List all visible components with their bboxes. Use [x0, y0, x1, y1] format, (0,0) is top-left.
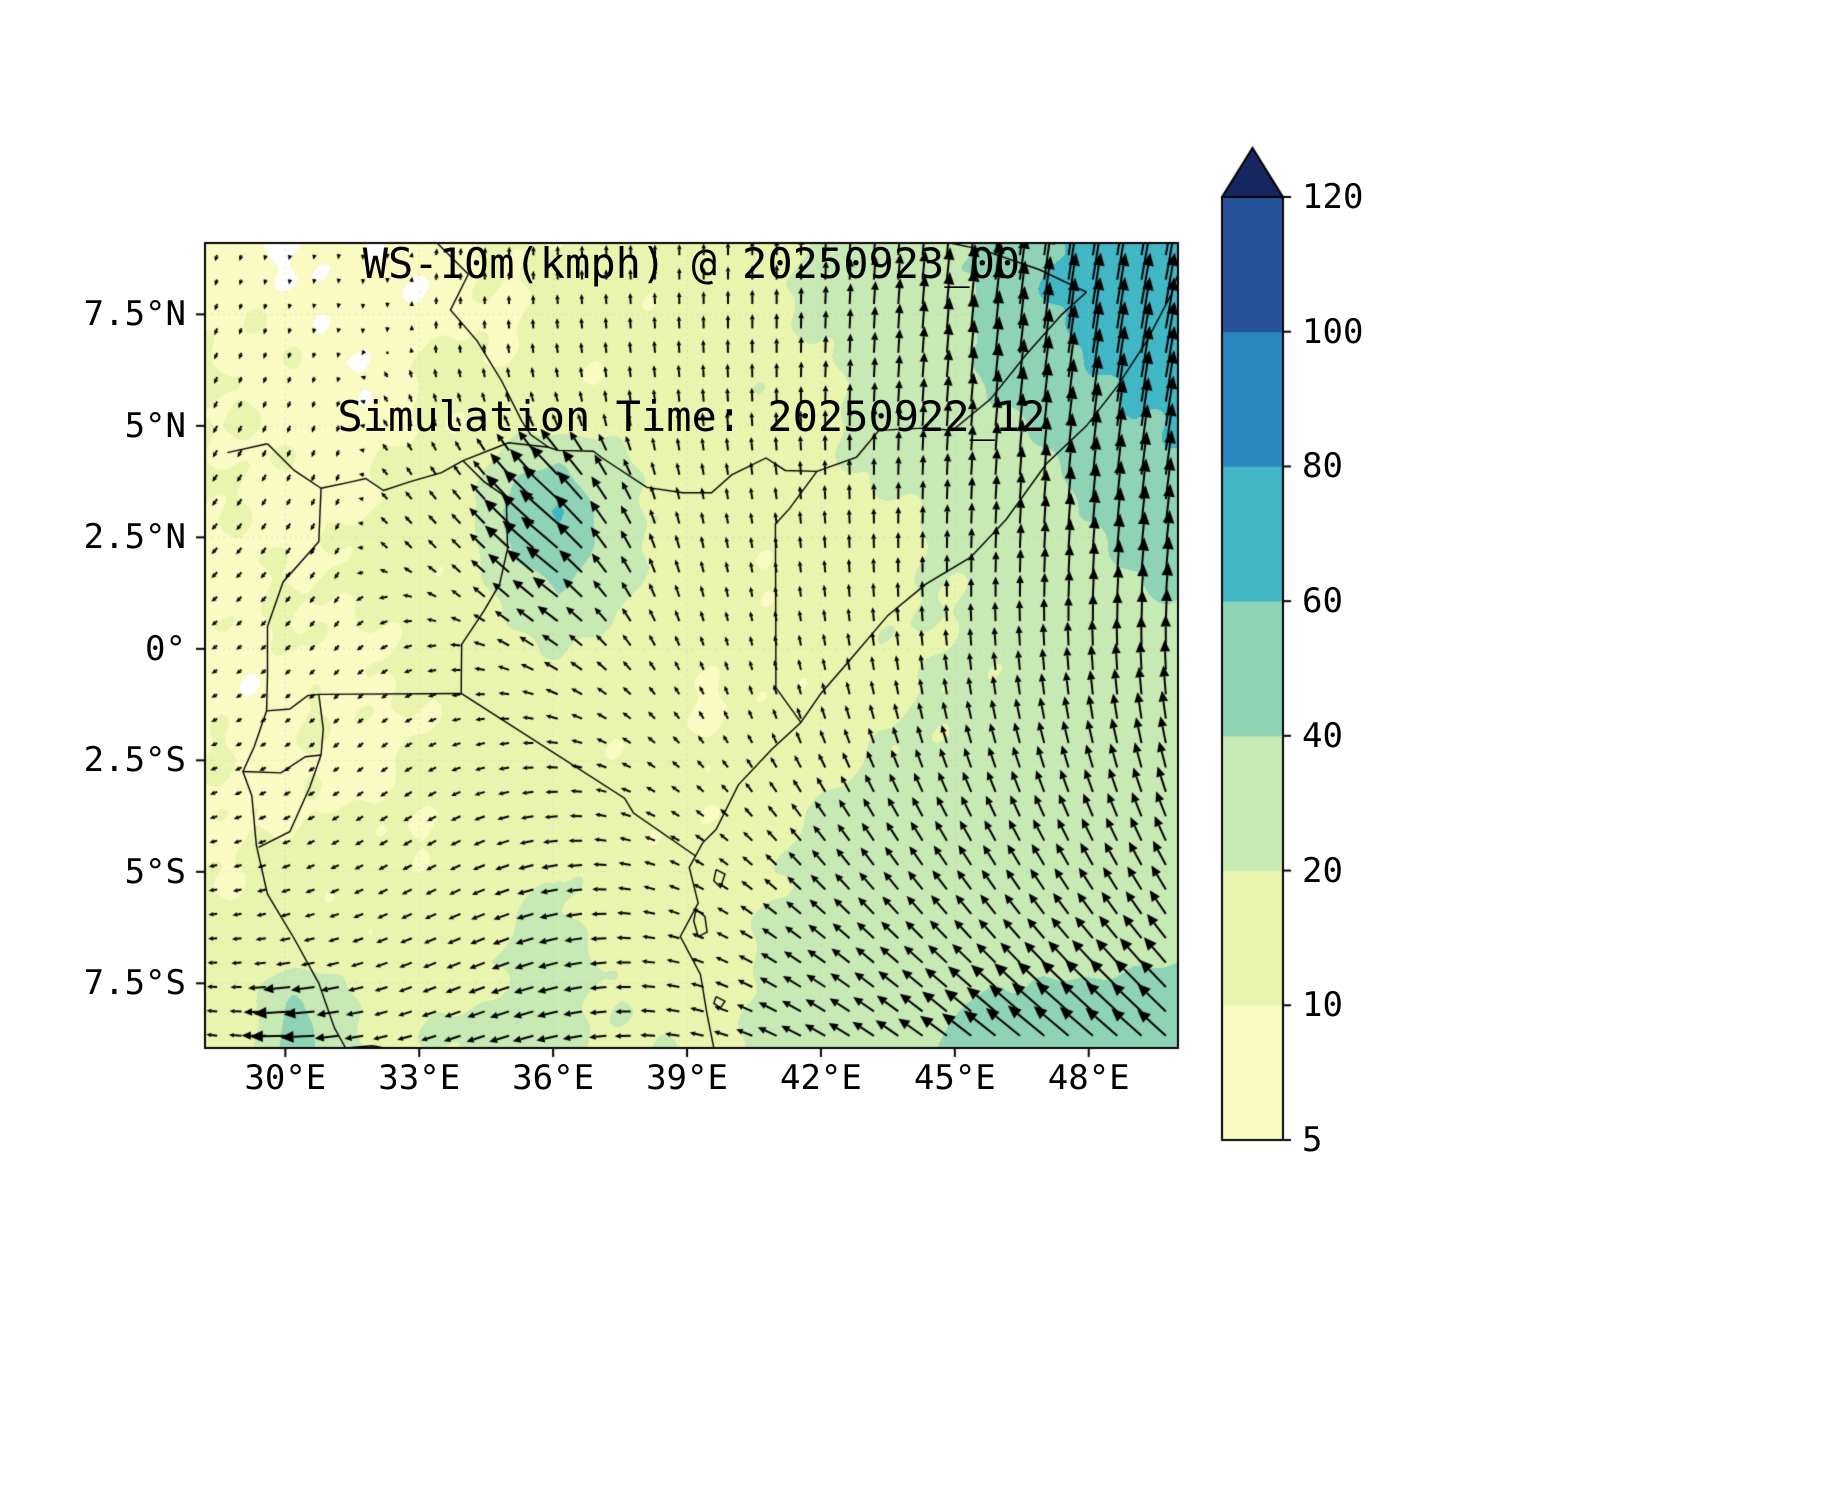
y-tick-label: 5°S	[124, 851, 186, 892]
title-line-2: Simulation Time: 20250922_12	[337, 392, 1046, 441]
x-tick-label: 36°E	[512, 1058, 595, 1098]
x-tick-label: 39°E	[646, 1058, 728, 1098]
y-tick-label: 7.5°N	[83, 294, 186, 335]
y-tick-label: 2.5°S	[83, 740, 186, 781]
colorbar-tick-label: 5	[1302, 1120, 1323, 1160]
colorbar-tick-label: 120	[1302, 177, 1364, 217]
colorbar-tick-label: 10	[1302, 985, 1343, 1026]
colorbar-tick-label: 80	[1302, 446, 1343, 487]
y-tick-label: 5°N	[124, 405, 186, 446]
title-line-1: WS-10m(kmph) @ 20250923_00	[362, 239, 1021, 288]
colorbar-tick-label: 100	[1302, 311, 1364, 352]
x-tick-label: 48°E	[1047, 1058, 1130, 1098]
y-tick-label: 7.5°S	[83, 963, 186, 1004]
y-tick-label: 0°	[145, 628, 186, 669]
plot-title: WS-10m(kmph) @ 20250923_00 Simulation Ti…	[205, 136, 1178, 544]
x-tick-label: 33°E	[378, 1058, 461, 1098]
x-tick-label: 45°E	[913, 1058, 996, 1098]
colorbar-tick-label: 60	[1302, 581, 1343, 622]
x-tick-label: 30°E	[244, 1058, 327, 1098]
colorbar-tick-label: 20	[1302, 850, 1343, 891]
colorbar-tick-label: 40	[1302, 715, 1343, 756]
x-tick-label: 42°E	[779, 1058, 862, 1098]
y-tick-label: 2.5°N	[83, 517, 186, 558]
